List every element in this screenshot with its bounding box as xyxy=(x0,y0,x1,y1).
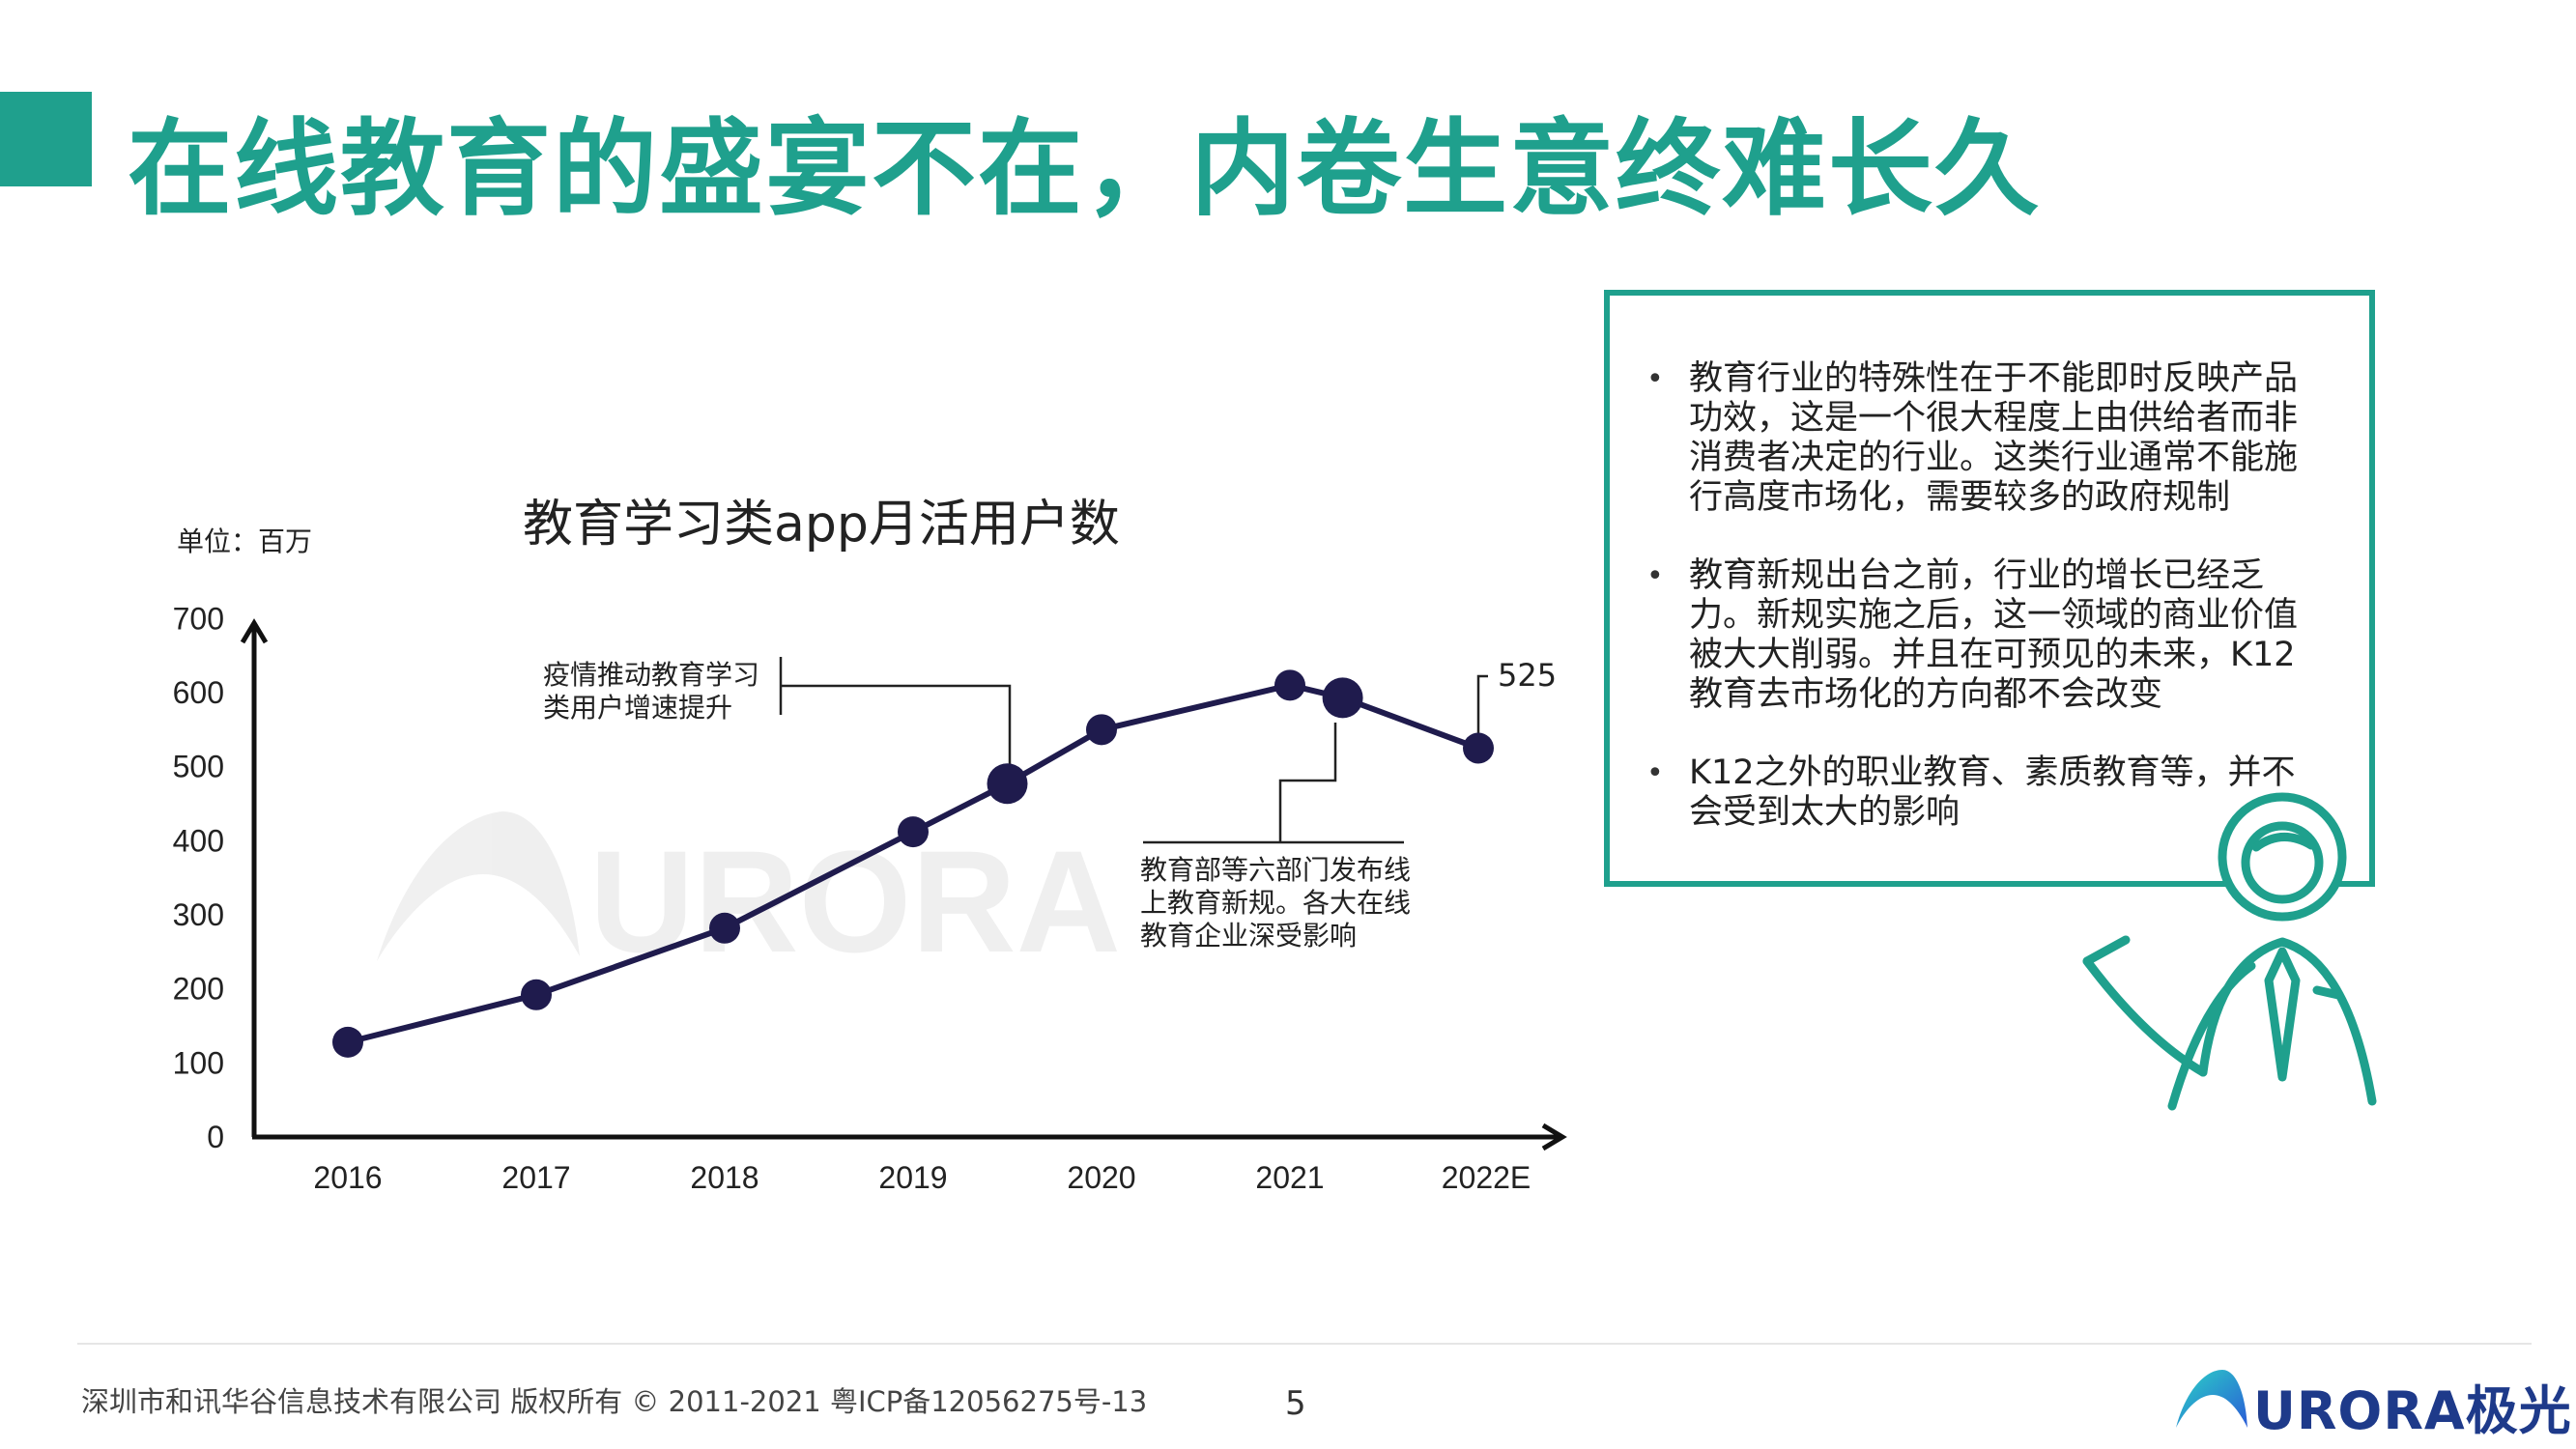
chart-title: 教育学习类app月活用户数 xyxy=(523,496,1120,554)
page-title: 在线教育的盛宴不在，内卷生意终难长久 xyxy=(128,109,2042,230)
y-tick-label: 100 xyxy=(173,1045,224,1080)
x-tick-label: 2019 xyxy=(878,1160,947,1195)
data-point xyxy=(709,912,740,944)
x-tick-label: 2018 xyxy=(690,1160,758,1195)
page-number: 5 xyxy=(1285,1384,1306,1423)
x-axis-arrow xyxy=(1541,1122,1567,1151)
y-tick-label: 600 xyxy=(173,675,224,710)
y-tick-label: 500 xyxy=(173,750,224,784)
annotation-1: 疫情推动教育学习 类用户增速提升 xyxy=(543,659,768,724)
y-tick-label: 700 xyxy=(173,601,224,636)
data-point xyxy=(987,763,1028,805)
annotation-2: 教育部等六部门发布线 上教育新规。各大在线 教育企业深受影响 xyxy=(1140,854,1419,952)
note-item: 教育行业的特殊性在于不能即时反映产品功效，这是一个很大程度上由供给者而非消费者决… xyxy=(1643,359,2309,518)
callout-line-2 xyxy=(1143,723,1404,844)
x-tick-label: 2017 xyxy=(501,1160,570,1195)
data-point xyxy=(898,816,929,848)
title-accent-bar xyxy=(0,92,92,186)
y-tick-label: 400 xyxy=(173,823,224,858)
data-point xyxy=(521,979,552,1010)
data-label-leader xyxy=(1476,674,1488,739)
y-tick-label: 0 xyxy=(207,1120,224,1154)
y-axis-arrow xyxy=(240,618,269,644)
x-tick-label: 2016 xyxy=(313,1160,382,1195)
x-tick-label: 2021 xyxy=(1255,1160,1324,1195)
data-point xyxy=(1463,732,1494,764)
note-item: K12之外的职业教育、素质教育等，并不会受到太大的影响 xyxy=(1643,753,2309,833)
presenter-illustration xyxy=(2082,792,2377,1111)
data-point xyxy=(1322,677,1363,719)
y-tick-label: 300 xyxy=(173,897,224,932)
footer-copyright: 深圳市和讯华谷信息技术有限公司 版权所有 © 2011-2021 粤ICP备12… xyxy=(81,1385,1148,1418)
data-label-525: 525 xyxy=(1498,657,1557,694)
callout-line-1 xyxy=(779,657,1012,773)
data-point xyxy=(1086,714,1117,746)
unit-label: 单位：百万 xyxy=(177,526,312,557)
footer-divider xyxy=(77,1343,2532,1345)
notes-list: 教育行业的特殊性在于不能即时反映产品功效，这是一个很大程度上由供给者而非消费者决… xyxy=(1643,359,2309,871)
x-tick-label: 2020 xyxy=(1067,1160,1135,1195)
data-point xyxy=(332,1026,363,1058)
logo-text: URORA极光 xyxy=(2253,1380,2572,1441)
watermark-logo: URORA xyxy=(377,811,1121,982)
line-chart: URORA 教育学习类app月活用户数 单位：百万 0 100 200 300 400 5… xyxy=(173,496,1567,1195)
x-tick-label: 2022E xyxy=(1442,1160,1531,1195)
aurora-logo-icon xyxy=(2176,1370,2247,1428)
svg-text:URORA: URORA xyxy=(589,820,1121,982)
note-item: 教育新规出台之前，行业的增长已经乏力。新规实施之后，这一领域的商业价值被大大削弱… xyxy=(1643,556,2309,715)
data-point xyxy=(1274,669,1305,701)
y-tick-label: 200 xyxy=(173,972,224,1007)
